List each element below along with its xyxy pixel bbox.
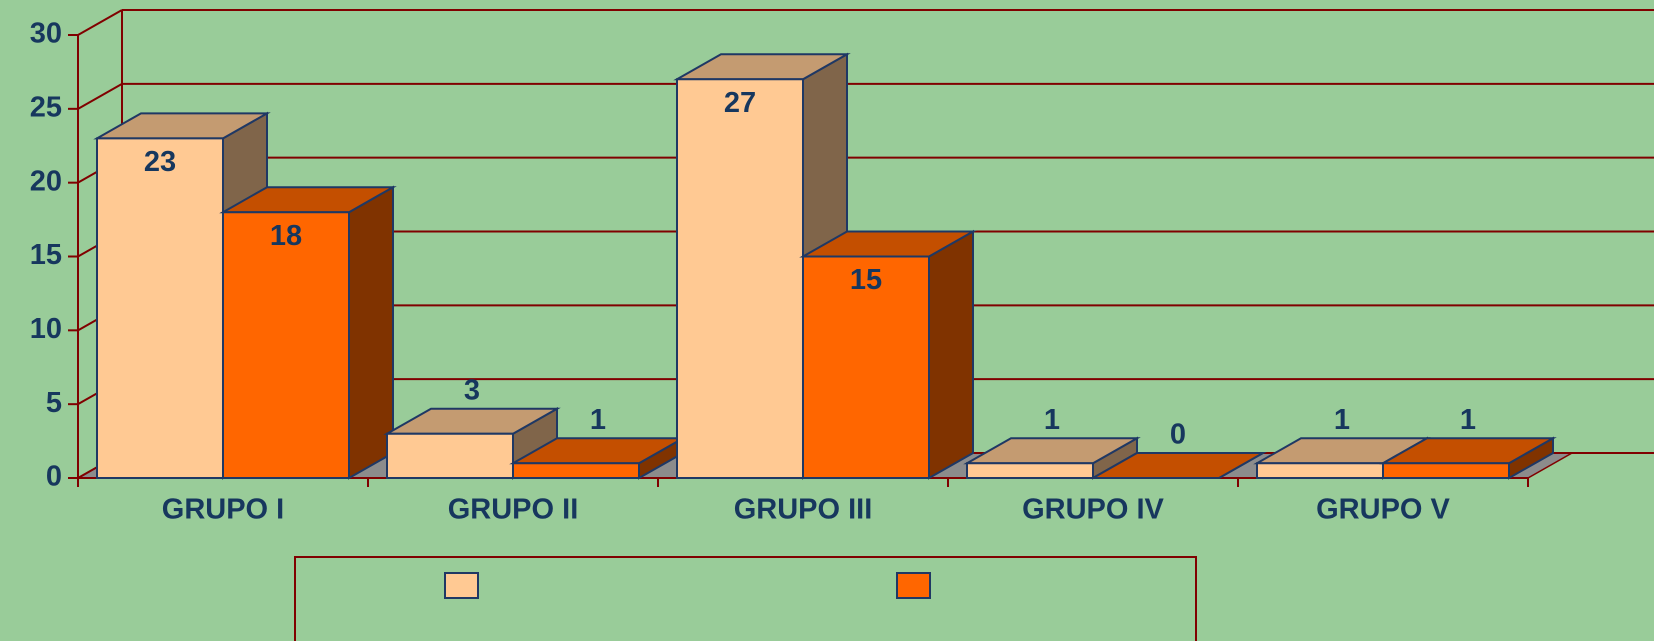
y-tick-label: 15 xyxy=(30,239,62,271)
bar-front xyxy=(1256,462,1384,479)
value-label: 3 xyxy=(464,374,480,406)
y-tick-label: 20 xyxy=(30,165,62,197)
value-label: 15 xyxy=(850,264,882,296)
value-label: 18 xyxy=(270,220,302,252)
bar xyxy=(509,436,687,480)
bar-front xyxy=(966,462,1094,479)
value-label: 1 xyxy=(1460,404,1476,436)
bar xyxy=(799,229,977,480)
y-tick-label: 25 xyxy=(30,91,62,123)
y-tick-label: 0 xyxy=(46,461,62,493)
y-tick-label: 5 xyxy=(46,387,62,419)
bar xyxy=(1379,436,1557,480)
bar-front xyxy=(1382,462,1510,479)
x-tick-label: GRUPO II xyxy=(448,494,579,526)
bar-front xyxy=(386,432,514,479)
legend-swatch xyxy=(896,572,931,599)
grid-line xyxy=(77,82,123,110)
value-label: 1 xyxy=(1044,404,1060,436)
value-label: 0 xyxy=(1170,419,1186,451)
bar-front xyxy=(512,462,640,479)
bar xyxy=(219,185,397,480)
value-label: 1 xyxy=(1334,404,1350,436)
bar-front xyxy=(676,78,804,479)
bar xyxy=(383,406,561,480)
grid-line xyxy=(77,9,123,36)
x-tick-label: GRUPO III xyxy=(734,494,873,526)
legend-swatch xyxy=(444,572,479,599)
bar-side xyxy=(928,229,974,480)
x-tick-label: GRUPO I xyxy=(162,494,284,526)
bar xyxy=(1089,452,1267,479)
bar-top xyxy=(1089,452,1267,479)
y-tick-label: 30 xyxy=(30,18,62,50)
bar-front xyxy=(222,211,350,479)
value-label: 1 xyxy=(590,404,606,436)
value-label: 23 xyxy=(144,146,176,178)
x-tick-label: GRUPO V xyxy=(1316,494,1450,526)
value-label: 27 xyxy=(724,87,756,119)
y-tick-label: 10 xyxy=(30,313,62,345)
legend-box xyxy=(294,556,1197,641)
bar-front xyxy=(802,255,930,479)
bar xyxy=(963,436,1141,480)
bar-front xyxy=(96,137,224,479)
x-tick-label: GRUPO IV xyxy=(1022,494,1164,526)
